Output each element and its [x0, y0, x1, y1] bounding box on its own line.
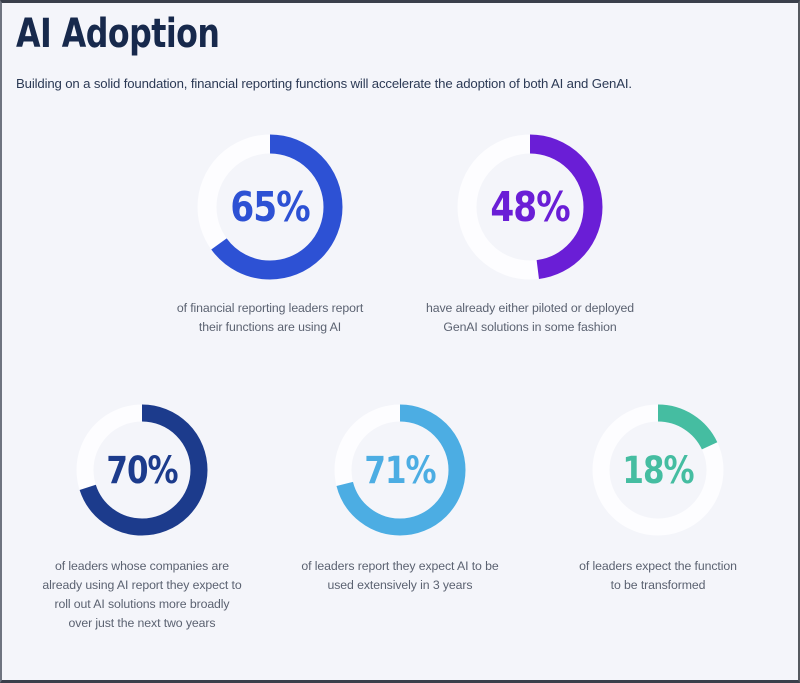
- donut-arc: [197, 134, 343, 280]
- donut-chart-function-transformed: 18%: [589, 401, 727, 539]
- donut-arc: [76, 404, 208, 536]
- donut-chart-extensive-3-years: 71%: [331, 401, 469, 539]
- donut-value-label: 48%: [490, 183, 570, 231]
- stat-ai-usage: 65% of financial reporting leaders repor…: [140, 131, 400, 337]
- donut-svg: [334, 404, 466, 536]
- stat-extensive-3-years: 71% of leaders report they expect AI to …: [271, 401, 529, 633]
- donut-svg: [457, 134, 603, 280]
- page-subtitle: Building on a solid foundation, financia…: [16, 76, 632, 91]
- donut-svg: [592, 404, 724, 536]
- page-title: AI Adoption: [16, 11, 220, 57]
- stat-caption: of leaders report they expect AI to be u…: [301, 559, 499, 592]
- header: AI Adoption Building on a solid foundati…: [2, 3, 798, 92]
- stat-caption: of leaders whose companies are already u…: [42, 559, 242, 630]
- donut-arc: [592, 404, 724, 536]
- donut-value-label: 71%: [364, 448, 436, 492]
- donut-arc: [457, 134, 603, 280]
- stat-caption: of financial reporting leaders report th…: [176, 301, 364, 334]
- stat-caption: have already either piloted or deployed …: [425, 301, 635, 334]
- donut-value-label: 65%: [230, 183, 310, 231]
- donut-value-label: 18%: [622, 448, 694, 492]
- donut-chart-genai-piloted: 48%: [454, 131, 606, 283]
- stat-broader-rollout: 70% of leaders whose companies are alrea…: [13, 401, 271, 633]
- stat-function-transformed: 18% of leaders expect the function to be…: [529, 401, 787, 633]
- stat-row-bottom: 70% of leaders whose companies are alrea…: [2, 401, 798, 633]
- infographic-panel: AI Adoption Building on a solid foundati…: [2, 3, 798, 680]
- stat-caption: of leaders expect the function to be tra…: [579, 559, 737, 592]
- donut-svg: [76, 404, 208, 536]
- donut-chart-ai-usage: 65%: [194, 131, 346, 283]
- stat-genai-piloted: 48% have already either piloted or deplo…: [400, 131, 660, 337]
- stat-row-top: 65% of financial reporting leaders repor…: [2, 131, 798, 337]
- donut-svg: [197, 134, 343, 280]
- donut-arc: [334, 404, 466, 536]
- donut-value-label: 70%: [106, 448, 178, 492]
- donut-chart-broader-rollout: 70%: [73, 401, 211, 539]
